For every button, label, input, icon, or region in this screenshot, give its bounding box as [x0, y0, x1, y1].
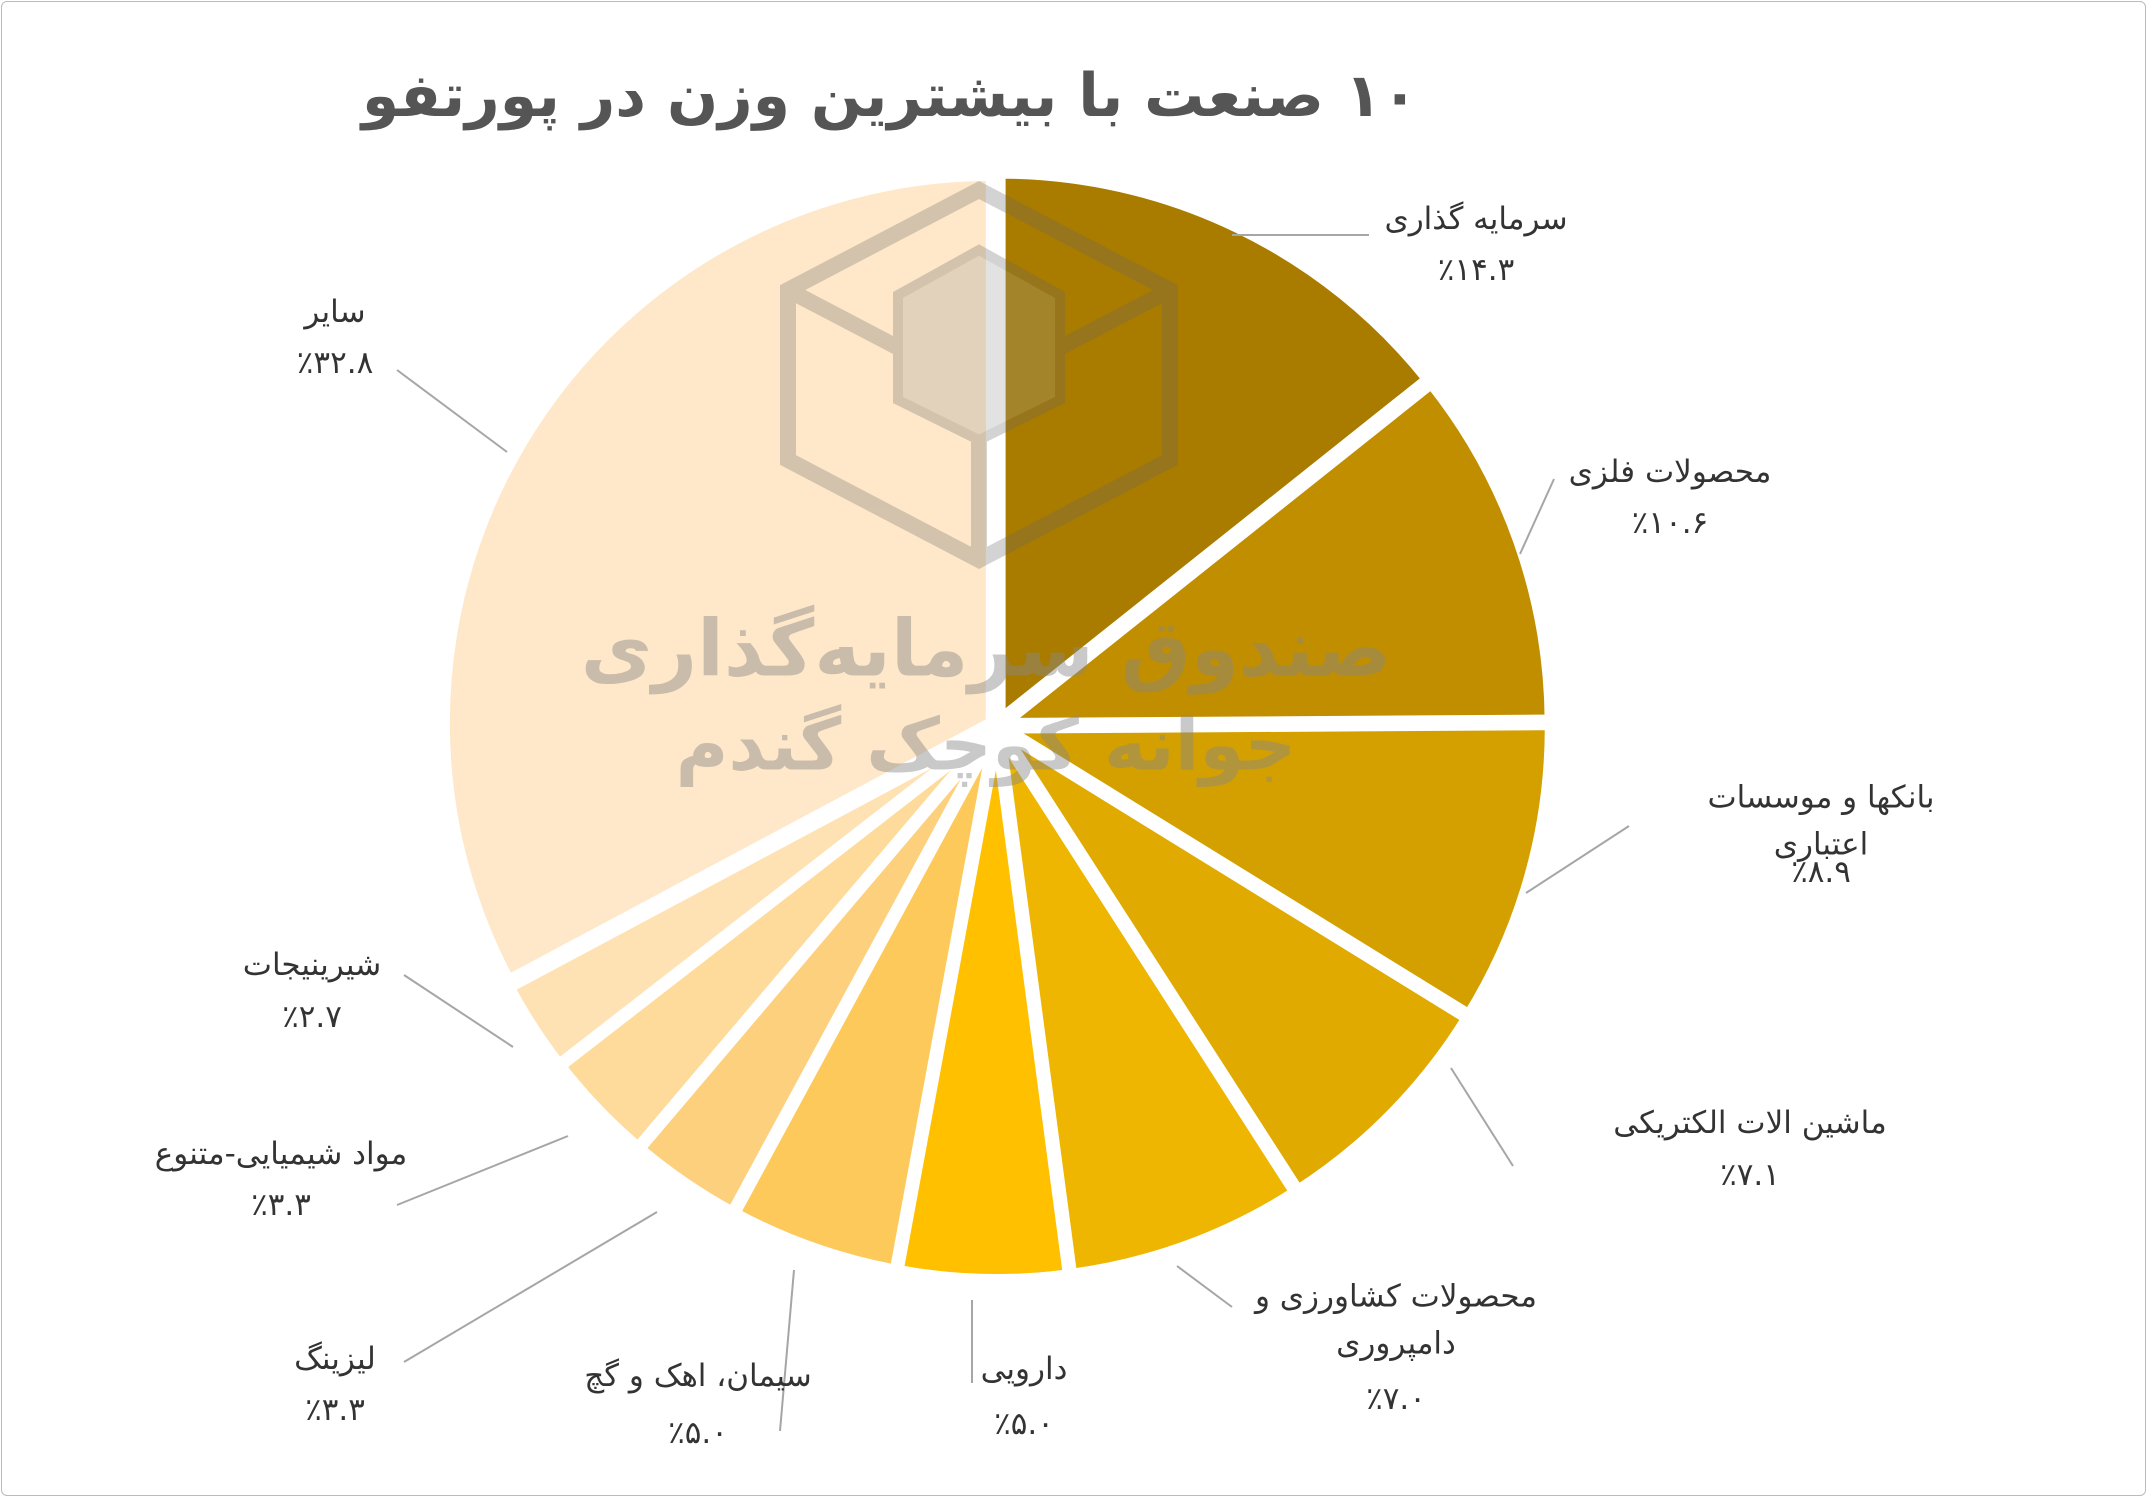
- watermark-text: صندوق سرمایه‌گذاری: [581, 604, 1392, 694]
- slice-label: مواد شیمیایی-متنوع: [154, 1135, 408, 1172]
- value-label: ٪۱۴.۳: [1437, 251, 1515, 288]
- slice-label: سایر: [304, 293, 366, 330]
- slice-label: محصولات فلزی: [1568, 453, 1772, 490]
- watermark-logo: [780, 180, 1178, 570]
- leader-line: [1450, 1067, 1514, 1167]
- pie-slice: [502, 723, 998, 1072]
- value-label: ٪۷.۱: [1720, 1156, 1780, 1193]
- value-label: ٪۳.۳: [305, 1391, 365, 1428]
- pie-slice: [437, 168, 998, 987]
- value-label: ٪۱۰.۶: [1631, 504, 1709, 541]
- slice-label: دارویی: [980, 1350, 1068, 1387]
- value-label: ٪۵.۰: [994, 1405, 1054, 1442]
- value-label: ٪۸.۹: [1791, 853, 1851, 890]
- slice-label: سیمان، اهک و گچ: [584, 1357, 812, 1394]
- leader-line: [403, 974, 514, 1048]
- value-label: ٪۳۲.۸: [296, 344, 374, 381]
- pie-slice: [993, 725, 1302, 1281]
- slice-label: محصولات کشاورزی و دامپروری: [1254, 1278, 1538, 1362]
- leader-line: [396, 1135, 569, 1206]
- pie-slice: [996, 718, 1557, 1022]
- pie-slice: [996, 376, 1557, 731]
- slice-label: لیزینگ: [294, 1340, 376, 1377]
- pie-slice: [993, 166, 1435, 727]
- slice-label: بانکها و موسسات اعتباری: [1707, 779, 1935, 863]
- leader-line: [1519, 478, 1555, 555]
- watermark-text: جوانه کوچک گندم: [676, 703, 1297, 788]
- leader-line: [403, 1211, 658, 1363]
- value-label: ٪۲.۷: [282, 998, 342, 1035]
- pie-slice: [995, 724, 1474, 1198]
- leader-line: [1525, 825, 1630, 894]
- chart-title: ۱۰ صنعت با بیشترین وزن در پورتفو: [361, 61, 1419, 131]
- leader-line: [396, 369, 508, 453]
- slice-label: ماشین الات الکتریکی: [1613, 1104, 1887, 1141]
- value-label: ٪۷.۰: [1366, 1380, 1426, 1417]
- leader-line: [779, 1269, 795, 1432]
- slice-label: شیرینیجات: [242, 946, 382, 983]
- value-label: ٪۳.۳: [251, 1186, 311, 1223]
- value-label: ٪۵.۰: [668, 1414, 728, 1451]
- leader-line: [1176, 1265, 1233, 1308]
- slice-label: سرمایه گذاری: [1384, 200, 1568, 237]
